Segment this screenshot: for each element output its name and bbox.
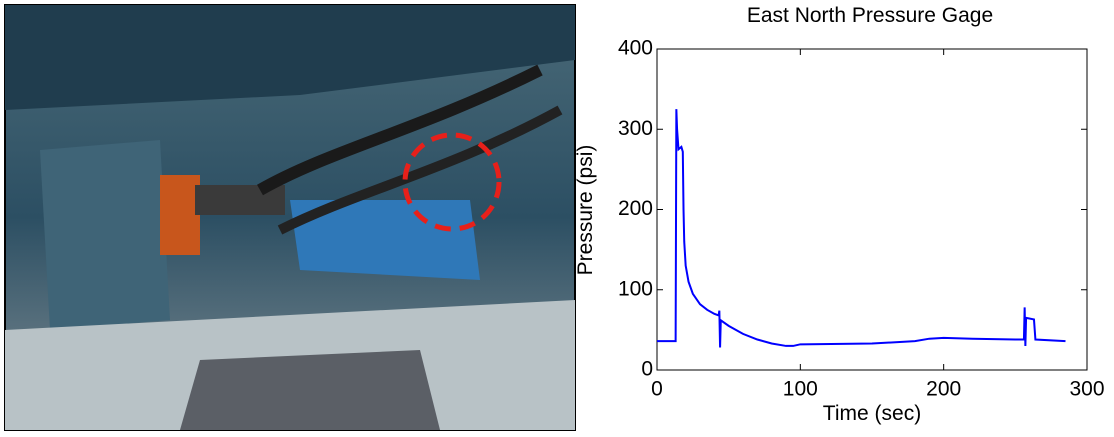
y-tick-label: 100 [618,277,653,300]
y-tick-label: 0 [641,358,653,381]
y-tick-label: 300 [618,117,653,140]
y-tick-label: 200 [618,197,653,220]
x-tick-label: 0 [651,378,663,401]
x-tick-label: 200 [926,378,961,401]
y-tick-label: 400 [618,37,653,60]
chart-title: East North Pressure Gage [747,4,993,27]
y-axis-label: Pressure (psi) [574,145,597,276]
x-tick-label: 100 [783,378,818,401]
data-line [657,109,1066,348]
x-tick-label: 300 [1069,378,1104,401]
x-axis-label: Time (sec) [823,402,921,425]
photo [4,4,576,431]
